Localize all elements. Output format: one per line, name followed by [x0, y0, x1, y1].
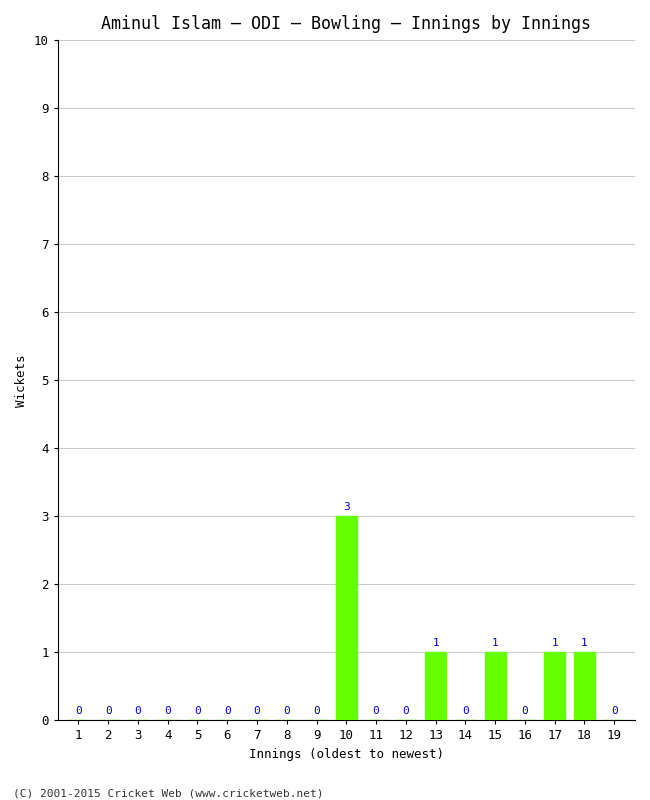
- Bar: [425, 652, 446, 721]
- Text: 0: 0: [372, 706, 380, 716]
- Text: 0: 0: [313, 706, 320, 716]
- Title: Aminul Islam – ODI – Bowling – Innings by Innings: Aminul Islam – ODI – Bowling – Innings b…: [101, 15, 592, 33]
- Text: 0: 0: [135, 706, 141, 716]
- Text: 0: 0: [254, 706, 261, 716]
- Text: (C) 2001-2015 Cricket Web (www.cricketweb.net): (C) 2001-2015 Cricket Web (www.cricketwe…: [13, 788, 324, 798]
- Text: 1: 1: [581, 638, 588, 648]
- Text: 0: 0: [611, 706, 618, 716]
- X-axis label: Innings (oldest to newest): Innings (oldest to newest): [249, 748, 444, 761]
- Bar: [574, 652, 595, 721]
- Text: 0: 0: [521, 706, 528, 716]
- Text: 0: 0: [283, 706, 290, 716]
- Text: 1: 1: [551, 638, 558, 648]
- Text: 0: 0: [164, 706, 171, 716]
- Y-axis label: Wickets: Wickets: [15, 354, 28, 406]
- Bar: [485, 652, 506, 721]
- Text: 1: 1: [492, 638, 499, 648]
- Bar: [544, 652, 565, 721]
- Text: 0: 0: [224, 706, 231, 716]
- Bar: [336, 516, 357, 721]
- Text: 3: 3: [343, 502, 350, 512]
- Text: 0: 0: [462, 706, 469, 716]
- Text: 0: 0: [105, 706, 112, 716]
- Text: 0: 0: [402, 706, 410, 716]
- Text: 0: 0: [75, 706, 82, 716]
- Text: 0: 0: [194, 706, 201, 716]
- Text: 1: 1: [432, 638, 439, 648]
